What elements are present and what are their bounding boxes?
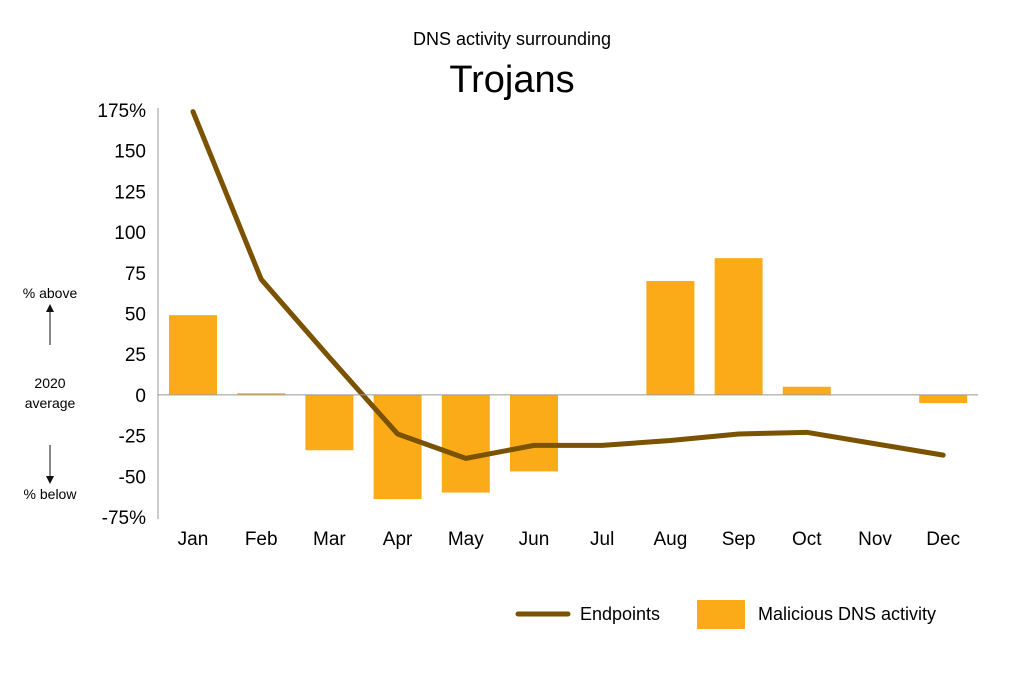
bar-jun [510, 394, 558, 472]
y-tick-label: 100 [114, 223, 146, 244]
x-tick-label: May [448, 529, 484, 550]
legend-endpoints-label: Endpoints [580, 604, 660, 624]
annotation-below: % below [24, 486, 78, 502]
arrow-up-head [46, 304, 54, 312]
y-tick-label: 50 [125, 305, 146, 326]
bar-mar [305, 394, 354, 451]
legend-dns-swatch [697, 600, 745, 629]
annotation-above: % above [23, 285, 78, 301]
x-tick-label: Oct [792, 529, 822, 550]
legend-dns-label: Malicious DNS activity [758, 604, 936, 624]
x-axis: Jan Feb Mar Apr May Jun Jul Aug Sep Oct Nov Dec [158, 394, 978, 550]
bar-dec [919, 394, 968, 404]
y-tick-label: 25 [125, 345, 146, 366]
line-series [190, 109, 946, 461]
arrow-down-head [46, 476, 54, 484]
endpoints-line [190, 109, 946, 461]
x-tick-label: Nov [858, 529, 892, 550]
bar-sep [714, 258, 763, 395]
x-tick-label: Apr [383, 529, 413, 550]
bar-oct [782, 386, 831, 395]
y-tick-label: 175% [97, 101, 146, 122]
bar-apr [373, 394, 422, 500]
bar-jan [169, 315, 217, 395]
x-tick-label: Jul [590, 529, 614, 550]
bar-may [441, 394, 490, 493]
bars [169, 258, 968, 500]
y-tick-label: 0 [135, 386, 146, 407]
chart-subtitle: DNS activity surrounding [413, 29, 611, 49]
x-tick-label: Mar [313, 529, 346, 550]
y-tick-label: -50 [119, 467, 146, 488]
annotation-baseline-2: average [25, 395, 76, 411]
y-tick-label: 75 [125, 264, 146, 285]
x-tick-label: Sep [722, 529, 756, 550]
y-annotation: % above 2020 average % below [23, 285, 78, 502]
bar-aug [646, 280, 695, 395]
y-tick-label: -75% [102, 508, 146, 529]
y-tick-label: 125 [114, 182, 146, 203]
x-tick-label: Dec [926, 529, 960, 550]
x-tick-label: Jan [178, 529, 209, 550]
y-axis: 175% 150 125 100 75 50 25 0 -25 -50 -75% [97, 101, 159, 529]
bar-feb [237, 393, 286, 395]
y-tick-label: -25 [119, 427, 146, 448]
chart-title: Trojans [449, 59, 574, 101]
x-tick-label: Jun [519, 529, 550, 550]
y-tick-label: 150 [114, 142, 146, 163]
annotation-baseline-1: 2020 [34, 375, 65, 391]
x-tick-label: Aug [653, 529, 687, 550]
legend: Endpoints Malicious DNS activity [515, 600, 936, 629]
x-tick-label: Feb [245, 529, 278, 550]
